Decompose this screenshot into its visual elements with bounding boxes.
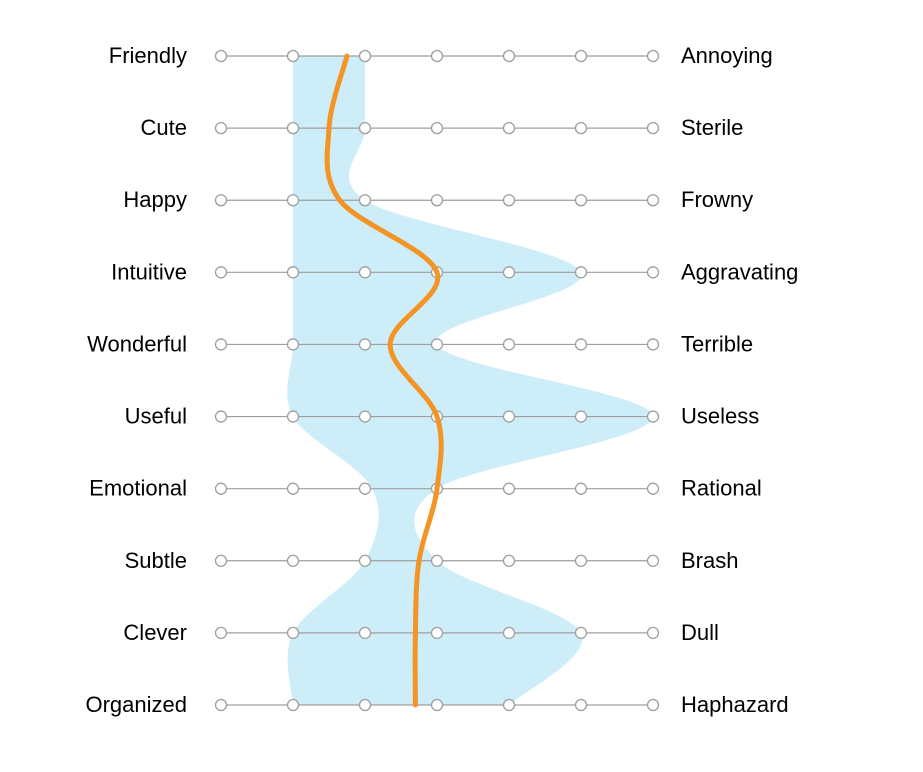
scale-point: [358, 626, 372, 640]
scale-point: [502, 121, 516, 135]
scale-point: [358, 194, 372, 207]
scale-point: [502, 626, 516, 640]
scale-point: [214, 338, 228, 351]
scale-point: [214, 121, 228, 135]
scale-point: [286, 194, 300, 207]
left-label: Emotional: [89, 476, 187, 501]
left-label: Cute: [141, 115, 187, 140]
right-label: Annoying: [681, 43, 773, 68]
scale-point: [286, 266, 300, 279]
scale-point: [286, 626, 300, 640]
mean-line-layer: [324, 53, 444, 708]
right-label: Sterile: [681, 115, 743, 140]
scale-point: [430, 121, 444, 135]
left-label: Organized: [85, 692, 187, 717]
scale-point: [646, 121, 660, 135]
scale-point: [286, 49, 300, 63]
right-label: Rational: [681, 476, 762, 501]
scale-point: [646, 49, 660, 63]
scale-point: [358, 482, 372, 495]
scale-point: [502, 554, 516, 567]
right-label: Terrible: [681, 331, 753, 356]
range-band-layer: [287, 56, 653, 705]
scale-point: [646, 554, 660, 567]
left-label: Subtle: [125, 548, 187, 573]
scale-point: [214, 482, 228, 495]
scale-point: [214, 698, 228, 712]
scale-point: [430, 626, 444, 640]
scale-point: [430, 554, 444, 567]
scale-point: [574, 266, 588, 279]
scale-point: [214, 554, 228, 567]
scale-point: [646, 698, 660, 712]
right-label: Frowny: [681, 187, 753, 212]
scale-point: [430, 49, 444, 63]
scale-point: [574, 338, 588, 351]
scale-point: [574, 194, 588, 207]
right-label: Aggravating: [681, 259, 798, 284]
scale-point: [502, 338, 516, 351]
scale-point: [430, 698, 444, 712]
left-label: Useful: [125, 404, 187, 429]
scale-point: [430, 194, 444, 207]
scale-point: [358, 338, 372, 351]
scale-point: [358, 410, 372, 423]
scale-point: [286, 482, 300, 495]
scale-point: [358, 49, 372, 63]
scale-point: [286, 554, 300, 567]
scale-point: [286, 121, 300, 135]
scale-point: [646, 194, 660, 207]
scale-point: [646, 410, 660, 423]
scale-point: [286, 410, 300, 423]
left-label: Clever: [123, 620, 187, 645]
scale-point: [286, 338, 300, 351]
scale-point: [574, 410, 588, 423]
right-label: Brash: [681, 548, 738, 573]
scale-point: [358, 554, 372, 567]
scale-point: [358, 266, 372, 279]
left-label: Happy: [123, 187, 187, 212]
scale-point: [574, 554, 588, 567]
scale-point: [286, 698, 300, 712]
scale-point: [574, 121, 588, 135]
scale-point: [646, 626, 660, 640]
scale-point: [646, 482, 660, 495]
right-label: Dull: [681, 620, 719, 645]
scale-point: [214, 194, 228, 207]
scale-point: [646, 266, 660, 279]
scale-point: [574, 698, 588, 712]
mean-line: [324, 53, 444, 708]
response-range-band: [287, 56, 653, 705]
scale-point: [574, 626, 588, 640]
scale-point: [502, 194, 516, 207]
scale-point: [430, 338, 444, 351]
left-label: Intuitive: [111, 259, 187, 284]
right-label: Useless: [681, 404, 759, 429]
scale-point: [502, 49, 516, 63]
scale-point: [574, 49, 588, 63]
scale-point: [646, 338, 660, 351]
scale-point: [502, 266, 516, 279]
left-label: Wonderful: [87, 331, 187, 356]
scale-point: [502, 698, 516, 712]
right-label: Haphazard: [681, 692, 789, 717]
scale-point: [502, 410, 516, 423]
scale-point: [358, 121, 372, 135]
scale-point: [214, 266, 228, 279]
scale-point: [502, 482, 516, 495]
scale-point: [214, 626, 228, 640]
label-layer: Friendly Annoying Cute Sterile Happy Frowny In…: [85, 43, 798, 717]
left-label: Friendly: [109, 43, 187, 68]
scale-point: [214, 49, 228, 63]
scale-point: [574, 482, 588, 495]
scale-point: [214, 410, 228, 423]
scale-point: [358, 698, 372, 712]
